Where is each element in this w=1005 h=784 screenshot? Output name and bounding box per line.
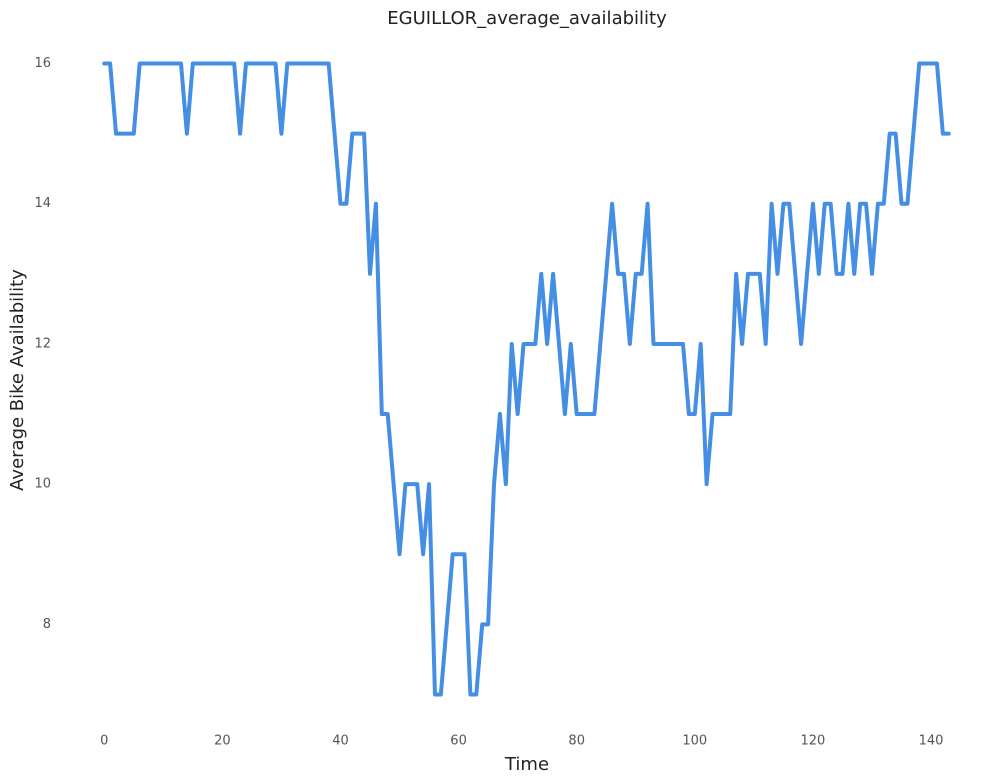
y-tick-label: 10 [34,477,51,492]
x-tick-label: 60 [450,734,467,749]
x-tick-label: 20 [214,734,231,749]
y-tick-label: 14 [34,196,51,211]
x-tick-label: 100 [682,734,707,749]
x-tick-label: 0 [100,734,108,749]
y-tick-label: 8 [43,617,51,632]
x-tick-label: 40 [332,734,349,749]
data-line [102,61,951,697]
chart-title: EGUILLOR_average_availability [387,8,667,29]
x-tick-label: 120 [801,734,826,749]
x-axis-label: Time [504,754,549,775]
x-tick-label: 140 [919,734,944,749]
x-tick-label: 80 [568,734,585,749]
y-axis-label: Average Bike Availability [7,269,28,491]
y-tick-label: 16 [34,56,51,71]
y-tick-label: 12 [34,336,51,351]
